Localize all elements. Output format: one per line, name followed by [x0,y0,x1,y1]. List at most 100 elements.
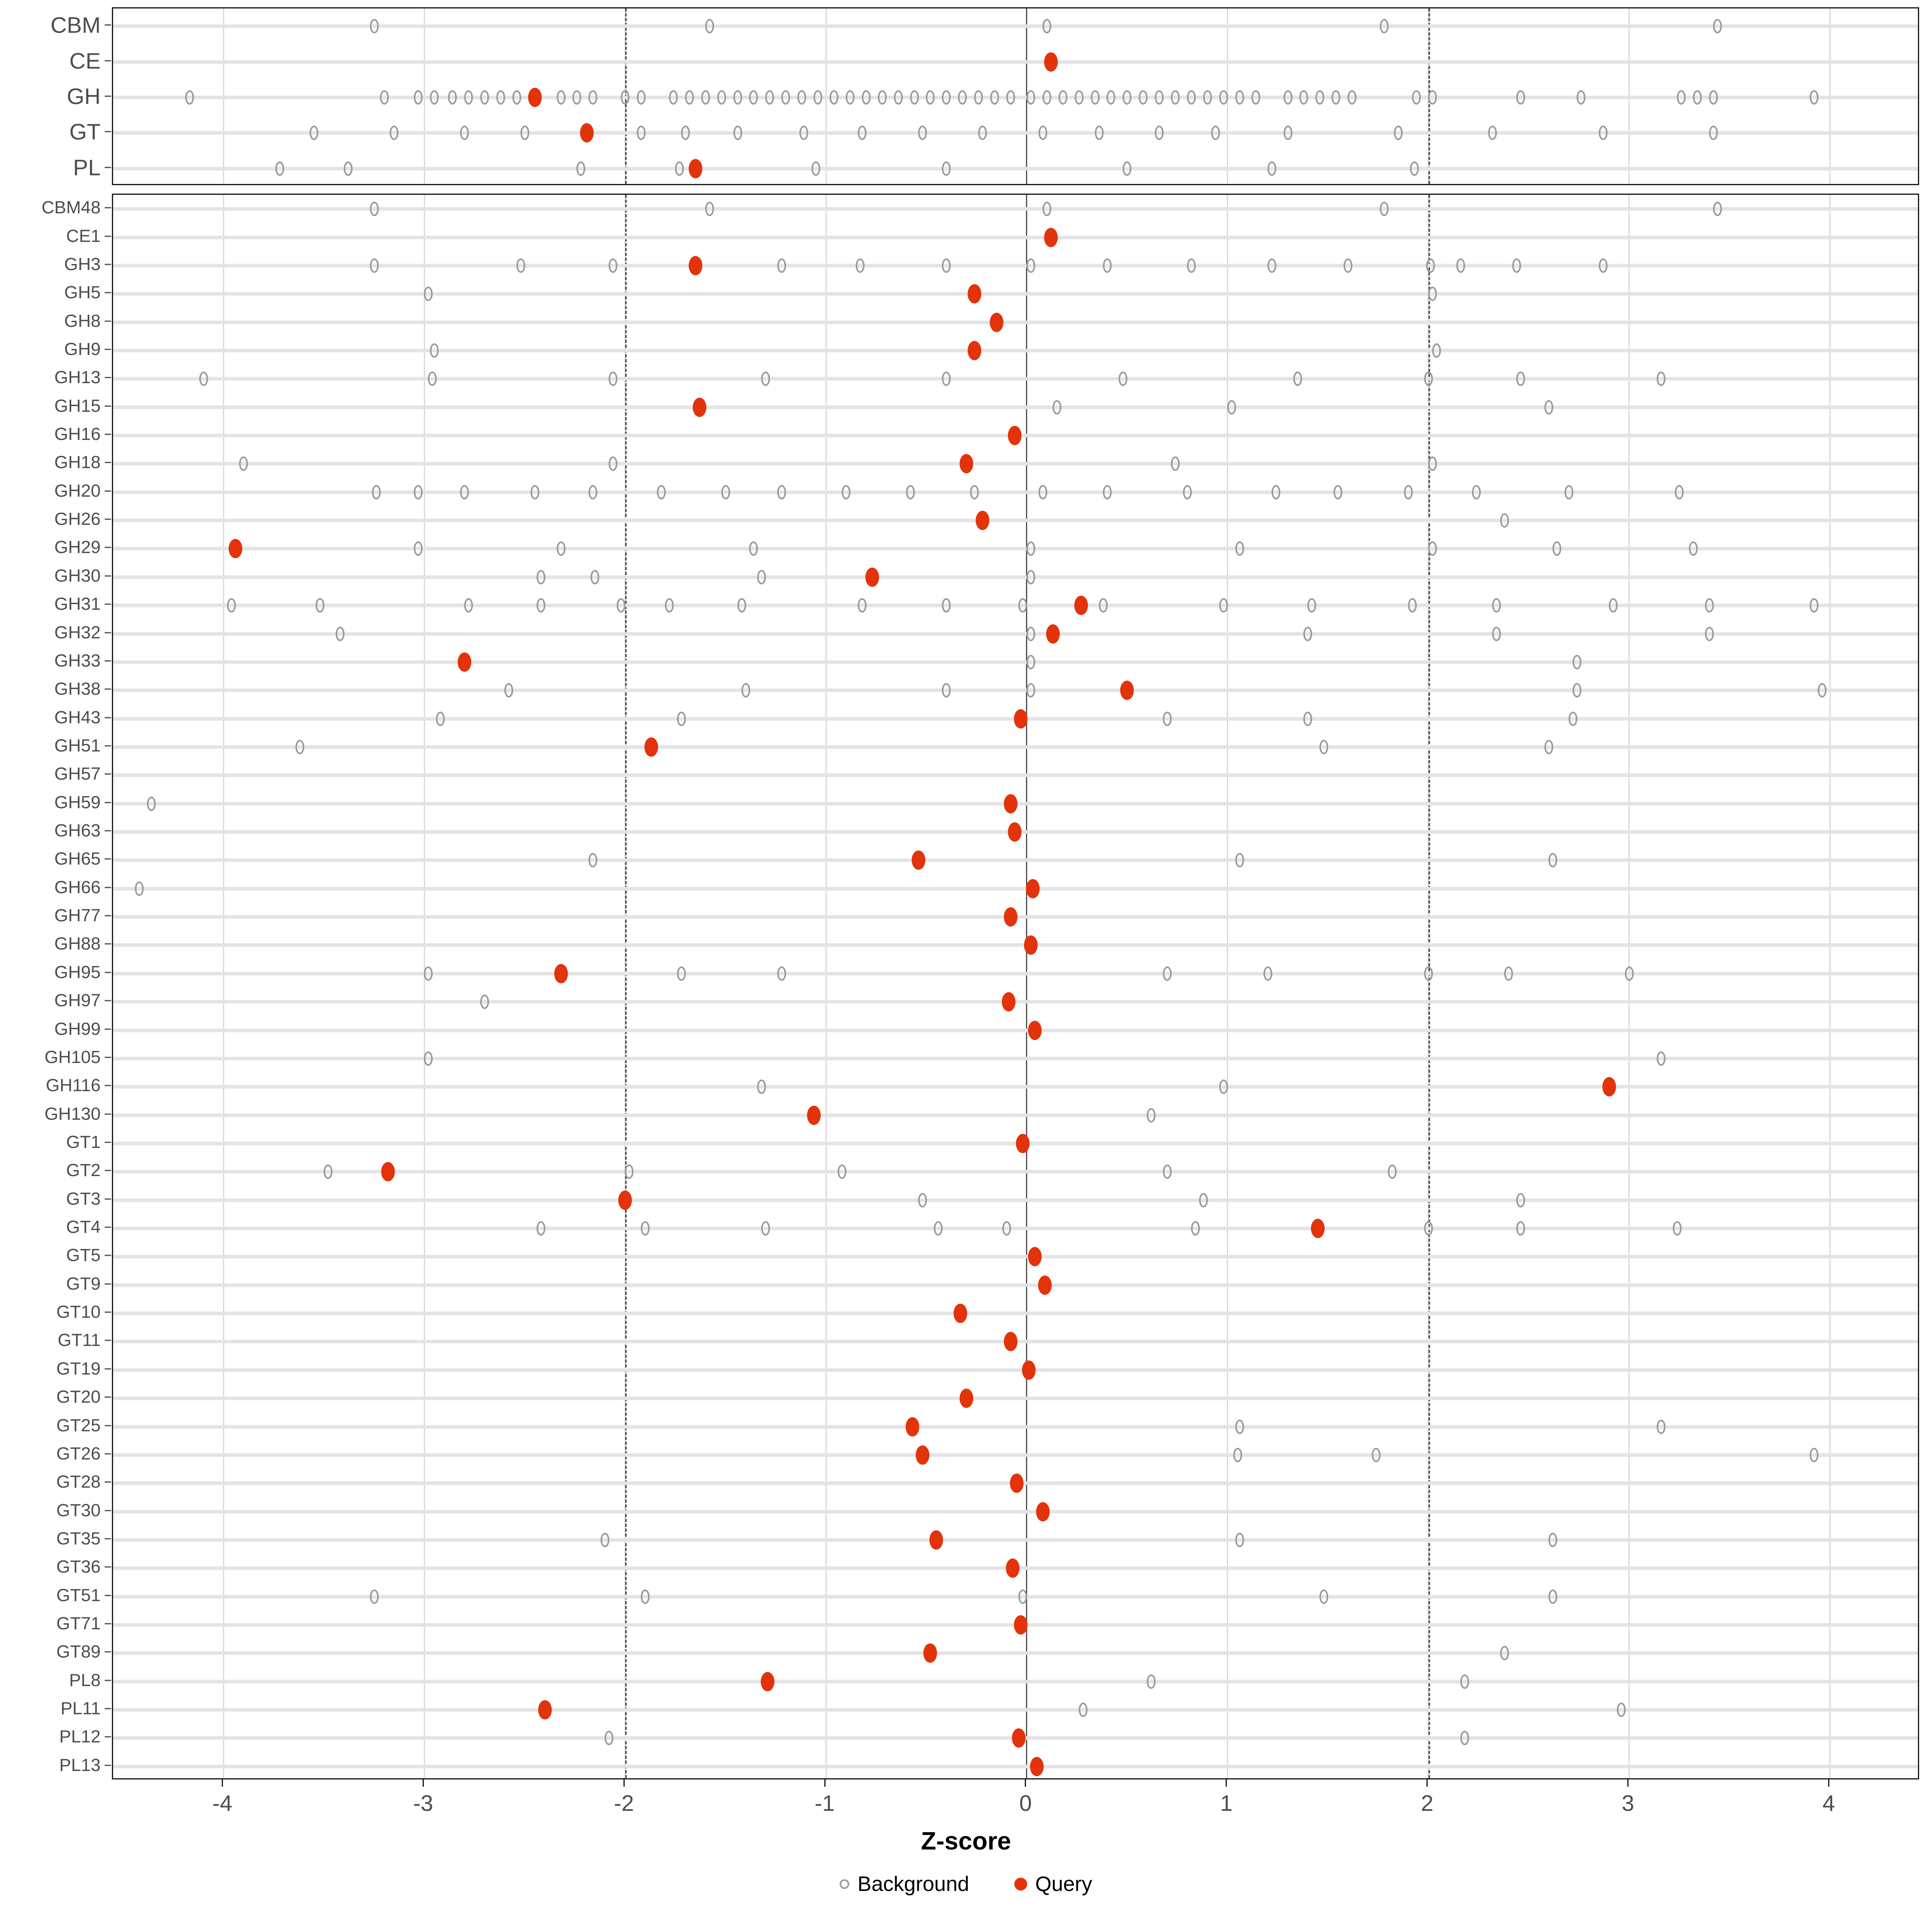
background-point-GH [845,90,855,105]
background-point-CBM48 [1379,202,1389,217]
query-point-PL13 [1030,1757,1044,1776]
y-axis-label-GT: GT [69,119,101,144]
background-point-GH38 [504,683,513,698]
background-point-GT [1038,126,1047,140]
gridline-row-PL [113,167,1918,171]
background-point-GH13 [1516,372,1525,386]
background-point-GH95 [1263,966,1272,981]
y-axis-tick-CE [105,60,111,62]
y-axis-tick-GH38 [105,688,111,690]
query-point-GH130 [807,1105,821,1125]
x-axis-tick-1 [1226,1779,1227,1787]
background-point-GT2 [1163,1164,1172,1179]
background-point-GH [185,90,194,105]
y-axis-label-GT20: GT20 [56,1387,101,1407]
background-point-GH51 [1319,739,1329,754]
background-point-GH30 [536,570,545,584]
background-point-GH [733,90,742,105]
background-point-GH [749,90,758,105]
panel-family-class [112,7,1919,185]
legend-item-background[interactable]: Background [840,1872,969,1896]
y-axis-label-GH63: GH63 [54,821,101,841]
background-point-GH43 [436,711,445,726]
background-point-GT51 [1548,1589,1558,1604]
background-point-GH [958,90,967,105]
background-point-GH3 [1102,258,1112,273]
background-point-GH32 [1492,626,1501,641]
y-axis-tick-GH8 [105,320,111,322]
background-point-GH20 [777,485,786,500]
x-axis-tick--4 [221,1779,223,1787]
y-axis-label-GH66: GH66 [54,877,101,897]
background-point-GH3 [516,258,525,273]
background-point-GH [1155,90,1164,105]
x-axis-tick-3 [1627,1779,1629,1787]
y-axis-label-GH33: GH33 [54,650,101,671]
background-point-GH20 [1472,485,1481,500]
background-point-GH31 [857,598,867,613]
x-axis-tick-label-2: 2 [1421,1790,1434,1816]
background-point-GH3 [609,258,618,273]
gridline-row-GH18 [113,462,1918,466]
query-point-GH8 [990,312,1004,332]
background-point-GT89 [1500,1646,1509,1661]
background-point-CBM [1042,19,1051,34]
query-point-PL12 [1011,1728,1026,1748]
background-point-GH [1026,90,1035,105]
y-axis-label-CE1: CE1 [66,226,101,246]
background-point-GH31 [536,598,545,613]
background-point-GH65 [1548,853,1558,868]
background-point-GH31 [1492,598,1501,613]
background-point-GT4 [934,1221,943,1236]
background-point-GH59 [147,796,156,811]
background-point-GT4 [536,1221,545,1236]
y-axis-tick-GH13 [105,377,111,378]
gridline-row-GH88 [113,943,1918,947]
query-point-GH31 [1074,596,1088,615]
query-point-GT26 [915,1445,929,1465]
background-point-GH3 [1512,258,1521,273]
background-point-GH [797,90,807,105]
legend-item-query[interactable]: Query [1014,1872,1092,1896]
y-axis-label-GH88: GH88 [54,934,101,954]
background-point-GH3 [1426,258,1435,273]
y-axis-label-GH30: GH30 [54,566,101,586]
y-axis-label-GH43: GH43 [54,707,101,727]
background-point-GH13 [199,372,208,386]
background-point-GH [1074,90,1084,105]
background-point-GH29 [556,541,566,556]
query-point-CE1 [1044,227,1058,247]
y-axis-tick-GH116 [105,1085,111,1086]
gridline-x-1 [1227,195,1228,1778]
y-axis-tick-GH130 [105,1113,111,1115]
x-axis-tick-4 [1828,1779,1829,1787]
query-point-GH29 [229,539,243,559]
background-point-GT [1283,126,1292,140]
x-axis-tick--3 [422,1779,424,1787]
background-point-GH31 [1408,598,1417,613]
gridline-row-GT51 [113,1595,1918,1599]
y-axis-label-GH31: GH31 [54,594,101,614]
gridline-row-GH95 [113,972,1918,976]
gridline-row-GT3 [113,1198,1918,1202]
background-point-GT [390,126,399,140]
y-axis-tick-GH77 [105,915,111,916]
gridline-x-0 [1026,195,1028,1778]
y-axis-label-PL: PL [73,155,101,180]
gridline-row-CE [113,60,1918,64]
query-point-GH15 [692,397,706,417]
background-point-GH3 [1187,258,1196,273]
background-point-GT3 [1516,1193,1525,1208]
background-point-GH [1677,90,1686,105]
y-axis-label-CBM48: CBM48 [41,198,101,218]
background-point-GH [990,90,999,105]
background-point-GT [733,126,742,140]
y-axis-label-GH57: GH57 [54,764,101,784]
y-axis-tick-PL8 [105,1680,111,1681]
query-point-GH95 [554,964,568,983]
background-point-GT [978,126,987,140]
background-point-GH33 [1572,654,1581,669]
y-axis-label-GT5: GT5 [66,1245,101,1265]
background-point-GT4 [1002,1221,1011,1236]
y-axis-label-GH38: GH38 [54,679,101,699]
